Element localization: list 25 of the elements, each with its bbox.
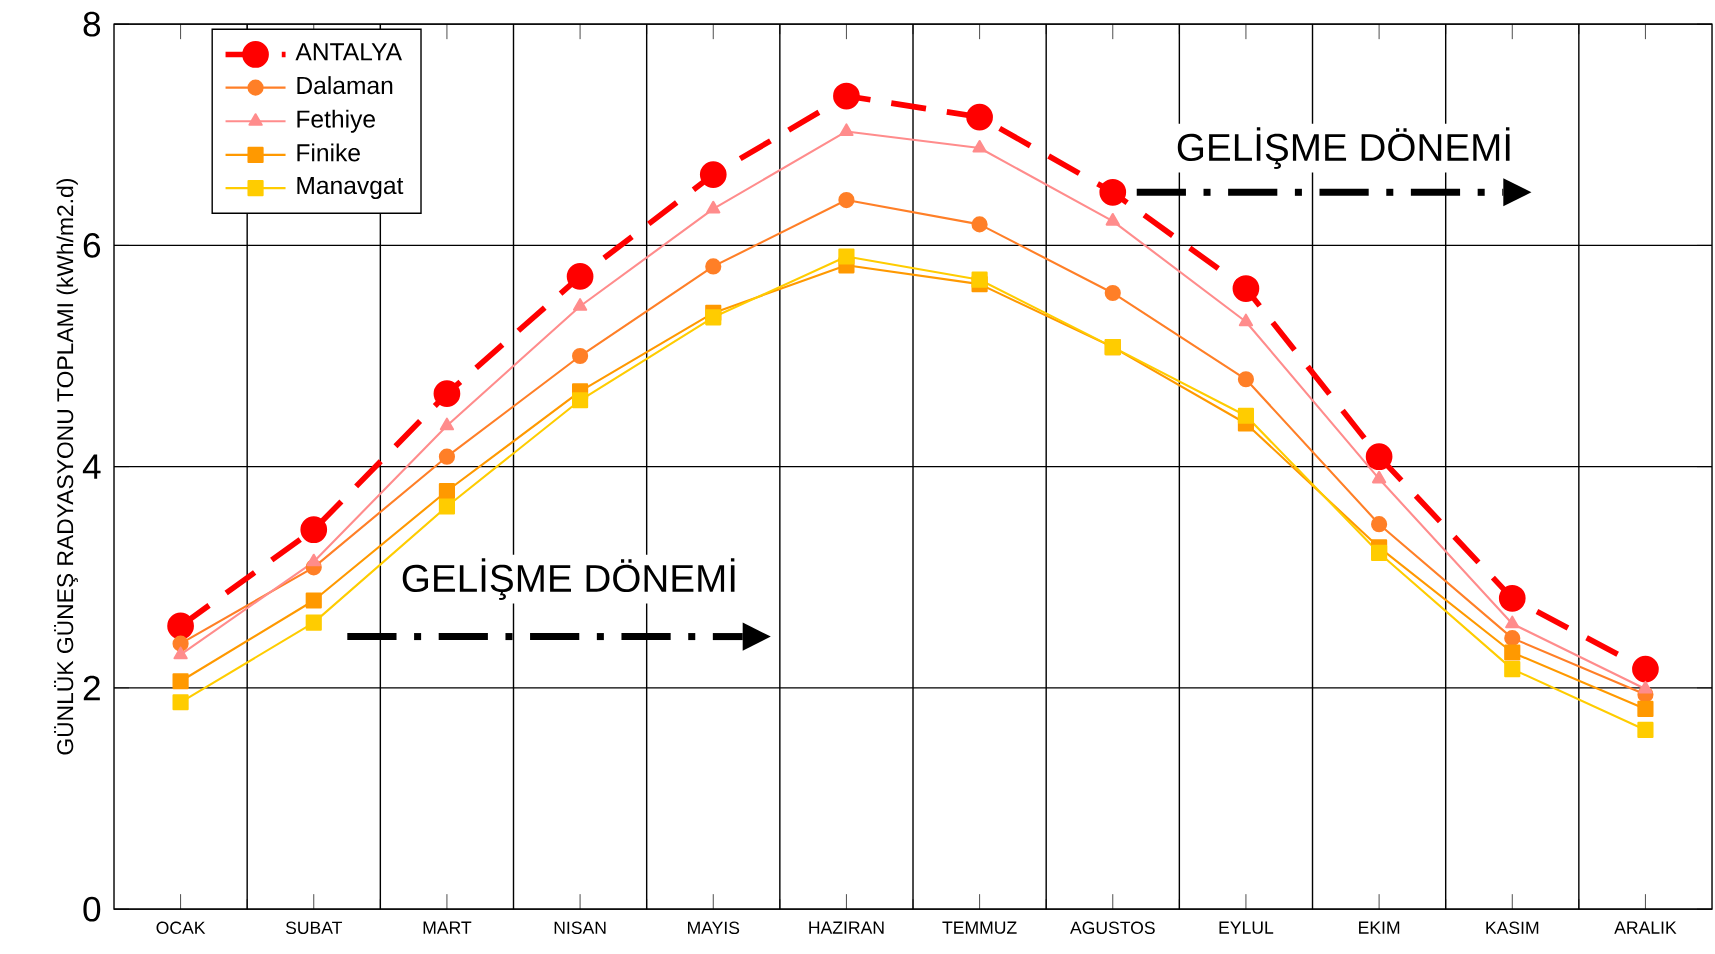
y-tick-label: 6: [83, 232, 101, 258]
x-tick-label: TEMMUZ: [942, 921, 1017, 934]
x-tick-label: KASIM: [1486, 921, 1539, 934]
annotation: GELİŞME DÖNEMİ: [1177, 127, 1510, 169]
legend-label: Manavgat: [297, 176, 404, 199]
y-tick-label: 8: [83, 11, 101, 37]
x-tick-label: OCAK: [156, 921, 206, 934]
y-tick-label: 2: [83, 675, 100, 701]
legend-label: Finike: [297, 143, 360, 162]
y-tick-label: 4: [82, 454, 101, 479]
x-tick-label: ARALIK: [1614, 921, 1677, 934]
y-axis-title: GÜNLÜK GÜNEŞ RADYASYONU TOPLAMI (kWh/m2.d): [54, 179, 78, 755]
x-tick-label: MART: [423, 921, 472, 934]
x-tick-label: SUBAT: [285, 921, 343, 934]
x-tick-label: HAZIRAN: [809, 921, 884, 934]
x-tick-label: AGUSTOS: [1070, 921, 1155, 934]
legend-label: Dalaman: [297, 76, 393, 95]
x-tick-label: EYLUL: [1219, 921, 1274, 934]
legend-label: Fethiye: [297, 109, 375, 133]
x-tick-label: NISAN: [554, 921, 606, 934]
annotation: GELİŞME DÖNEMİ: [402, 558, 735, 600]
x-tick-label: MAYIS: [688, 921, 740, 934]
legend-label: ANTALYA: [295, 43, 402, 61]
x-tick-label: EKIM: [1359, 921, 1400, 934]
y-tick-label: 0: [83, 896, 101, 922]
